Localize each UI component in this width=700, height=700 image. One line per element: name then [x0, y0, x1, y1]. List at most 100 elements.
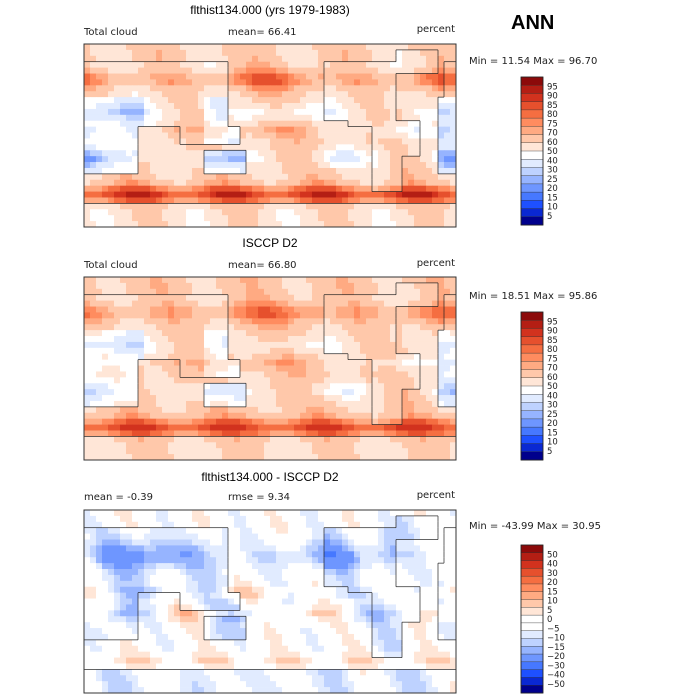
- map-cell: [222, 282, 229, 290]
- map-cell: [306, 49, 313, 57]
- map-cell: [216, 430, 223, 437]
- map-cell: [216, 377, 223, 384]
- map-cell: [312, 120, 319, 127]
- map-cell: [162, 294, 169, 301]
- map-cell: [348, 454, 355, 461]
- colorbar-swatch: [520, 320, 544, 329]
- map-cell: [102, 179, 109, 187]
- map-cell: [96, 300, 103, 307]
- map-cell: [234, 282, 241, 290]
- map-cell: [126, 179, 133, 187]
- map-cell: [138, 73, 145, 80]
- map-cell: [300, 551, 307, 558]
- map-cell: [240, 336, 247, 343]
- map-cell: [228, 436, 235, 443]
- map-cell: [228, 55, 235, 63]
- map-cell: [378, 73, 385, 80]
- map-cell: [216, 167, 223, 175]
- map-cell: [372, 330, 379, 337]
- map-cell: [222, 61, 229, 68]
- map-cell: [432, 197, 439, 204]
- map-cell: [270, 138, 277, 145]
- map-cell: [438, 448, 445, 455]
- map-cell: [396, 365, 403, 372]
- map-cell: [258, 527, 265, 534]
- map-cell: [342, 424, 349, 431]
- map-cell: [192, 73, 199, 80]
- map-cell: [300, 173, 307, 181]
- map-cell: [336, 424, 343, 431]
- map-cell: [372, 61, 379, 68]
- map-cell: [336, 539, 343, 546]
- map-cell: [168, 132, 175, 139]
- map-cell: [216, 521, 223, 529]
- map-cell: [426, 288, 433, 296]
- map-cell: [432, 294, 439, 301]
- map-cell: [330, 418, 337, 425]
- map-cell: [264, 73, 271, 80]
- map-cell: [354, 55, 361, 63]
- map-cell: [240, 209, 247, 216]
- map-cell: [396, 221, 403, 228]
- map-cell: [390, 330, 397, 337]
- map-cell: [384, 551, 391, 558]
- map-cell: [222, 294, 229, 301]
- map-cell: [186, 300, 193, 307]
- map-cell: [84, 73, 91, 80]
- map-cell: [444, 61, 451, 68]
- map-cell: [270, 418, 277, 425]
- map-cell: [444, 454, 451, 461]
- map-cell: [372, 448, 379, 455]
- map-cell: [408, 448, 415, 455]
- map-cell: [408, 150, 415, 157]
- map-cell: [252, 156, 259, 163]
- map-cell: [336, 545, 343, 552]
- map-cell: [450, 288, 457, 296]
- map-cell: [204, 389, 211, 396]
- map-cell: [108, 138, 115, 145]
- map-cell: [126, 114, 133, 122]
- map-cell: [132, 533, 139, 540]
- map-cell: [318, 448, 325, 455]
- map-cell: [132, 91, 139, 98]
- map-cell: [204, 138, 211, 145]
- map-cell: [192, 551, 199, 558]
- map-cell: [240, 197, 247, 204]
- map-cell: [294, 353, 301, 360]
- map-cell: [168, 203, 175, 210]
- map-cell: [156, 442, 163, 449]
- map-cell: [222, 418, 229, 425]
- map-cell: [150, 203, 157, 210]
- map-cell: [348, 49, 355, 57]
- map-cell: [414, 521, 421, 529]
- map-cell: [162, 448, 169, 455]
- map-cell: [408, 282, 415, 290]
- map-cell: [204, 294, 211, 301]
- map-cell: [240, 521, 247, 529]
- map-cell: [174, 61, 181, 68]
- map-cell: [186, 400, 193, 408]
- map-cell: [276, 203, 283, 210]
- map-cell: [102, 371, 109, 378]
- map-cell: [204, 277, 211, 284]
- map-cell: [282, 156, 289, 163]
- map-cell: [378, 527, 385, 534]
- map-cell: [102, 67, 109, 74]
- map-cell: [264, 436, 271, 443]
- map-cell: [174, 294, 181, 301]
- map-cell: [384, 179, 391, 187]
- map-cell: [318, 424, 325, 431]
- map-cell: [228, 383, 235, 390]
- map-cell: [108, 282, 115, 290]
- map-cell: [378, 341, 385, 349]
- map-cell: [390, 288, 397, 296]
- map-cell: [276, 85, 283, 92]
- map-cell: [294, 108, 301, 116]
- map-cell: [450, 312, 457, 319]
- map-cell: [180, 515, 187, 523]
- map-cell: [438, 406, 445, 414]
- map-cell: [84, 545, 91, 552]
- map-cell: [390, 347, 397, 355]
- map-cell: [186, 150, 193, 157]
- map-cell: [342, 150, 349, 157]
